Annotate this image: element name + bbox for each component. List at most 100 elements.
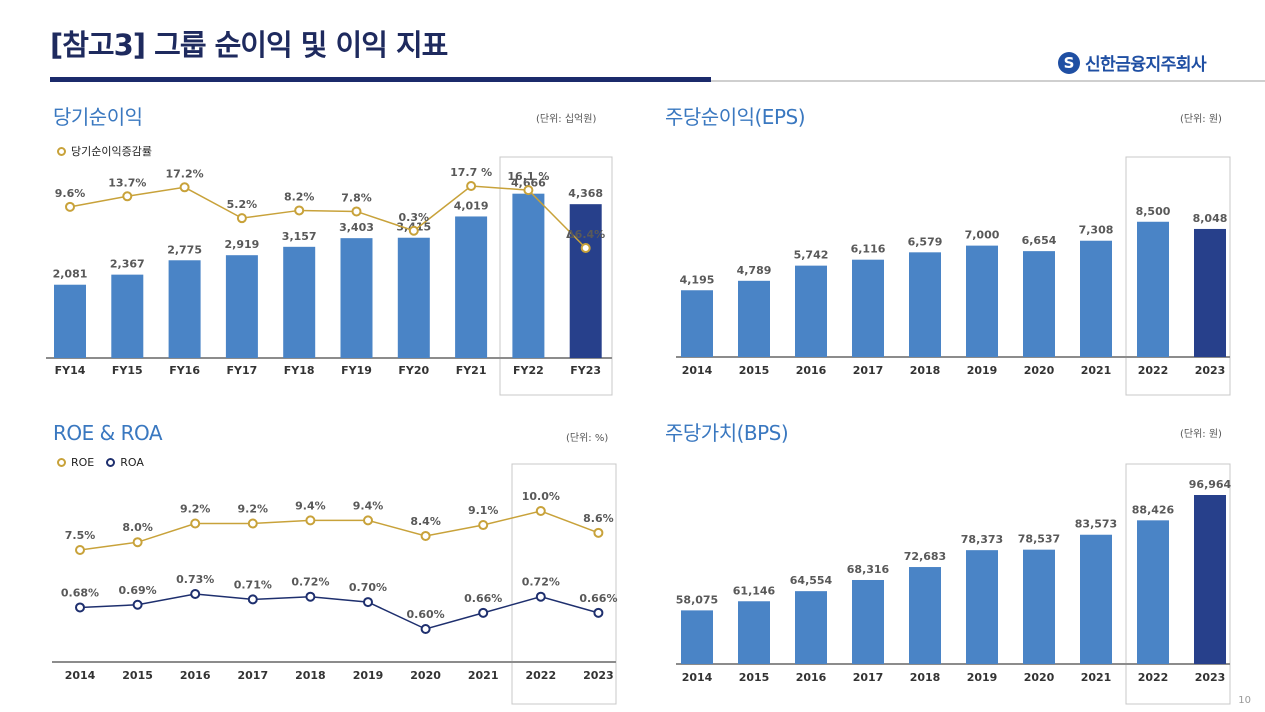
bar-value-label: 4,195 <box>680 273 715 286</box>
roe-value-label: 9.2% <box>238 502 269 515</box>
x-tick-label: 2023 <box>1195 671 1226 684</box>
highlight-box <box>1125 156 1231 396</box>
x-tick-label: 2023 <box>1195 364 1226 377</box>
bar-value-label: 3,403 <box>339 221 374 234</box>
bar <box>54 284 86 358</box>
x-tick-label: 2016 <box>796 364 827 377</box>
x-tick-label: 2016 <box>180 669 211 682</box>
legend-label-growth: 당기순이익증감률 <box>71 145 152 158</box>
bar-value-label: 3,157 <box>282 230 317 243</box>
x-tick-label: 2015 <box>122 669 153 682</box>
roa-point <box>305 591 316 602</box>
legend-marker-icon <box>57 458 66 467</box>
bar-value-label: 8,500 <box>1136 205 1171 218</box>
growth-point <box>236 213 247 224</box>
bar <box>738 601 770 664</box>
x-tick-label: 2019 <box>353 669 384 682</box>
growth-value-label: 16.1 % <box>507 170 549 183</box>
x-tick-label: 2017 <box>853 364 884 377</box>
bar-value-label: 6,654 <box>1022 234 1057 247</box>
legend-label-roe: ROE <box>71 456 95 469</box>
legend-marker-icon <box>57 146 66 156</box>
roa-value-label: 0.68% <box>61 586 99 599</box>
growth-value-label: 8.2% <box>284 190 315 203</box>
bar-value-label: 83,573 <box>1075 518 1117 531</box>
bar <box>225 255 258 358</box>
bar-value-label: 58,075 <box>676 593 718 606</box>
shinhan-logo-icon: S <box>1058 51 1080 74</box>
roe-value-label: 9.4% <box>295 499 326 512</box>
x-tick-label: FY19 <box>341 364 372 377</box>
x-tick-label: FY14 <box>55 364 86 377</box>
bar-value-label: 7,308 <box>1079 224 1114 237</box>
roe-value-label: 7.5% <box>65 529 96 542</box>
bar <box>966 245 998 357</box>
legend-marker-icon <box>106 458 116 467</box>
x-tick-label: 2017 <box>853 671 884 684</box>
roe-roa-unit: (단위: %) <box>566 433 609 444</box>
x-tick-label: 2015 <box>739 671 770 684</box>
bps-unit: (단위: 원) <box>1180 429 1222 440</box>
x-tick-label: 2020 <box>1024 671 1055 684</box>
bar <box>455 216 488 358</box>
growth-point <box>580 243 591 253</box>
x-tick-label: FY15 <box>112 364 143 377</box>
roa-point <box>478 607 489 618</box>
x-tick-label: 2022 <box>1138 364 1169 377</box>
roa-value-label: 0.69% <box>119 584 157 597</box>
header-accent-bar <box>50 77 711 82</box>
bar <box>512 193 545 358</box>
x-tick-label: 2017 <box>237 669 268 682</box>
x-tick-label: 2020 <box>1024 364 1055 377</box>
growth-point <box>294 205 305 216</box>
growth-value-label: 9.6% <box>55 187 86 200</box>
x-tick-label: 2015 <box>739 364 770 377</box>
bar-value-label: 72,683 <box>904 550 946 563</box>
bar <box>795 265 827 357</box>
x-tick-label: 2021 <box>468 669 499 682</box>
roe-value-label: 8.4% <box>410 515 441 528</box>
bar <box>681 610 713 664</box>
bar-value-label: 2,081 <box>53 268 88 281</box>
bar <box>397 237 430 358</box>
bar <box>738 280 770 357</box>
roa-value-label: 0.70% <box>349 581 387 594</box>
roe-roa-legend: ROE ROA <box>57 456 156 469</box>
eps-unit: (단위: 원) <box>1180 114 1222 125</box>
roa-value-label: 0.73% <box>176 573 214 586</box>
bar-value-label: 5,742 <box>794 249 829 262</box>
bar-value-label: 61,146 <box>733 584 776 597</box>
legend-label-roa: ROA <box>120 456 144 469</box>
net-income-title: 당기순이익 <box>53 105 143 129</box>
growth-point <box>65 201 75 212</box>
bar-value-label: 4,789 <box>737 264 772 277</box>
growth-point <box>408 225 419 236</box>
x-tick-label: FY22 <box>513 364 544 377</box>
bar <box>1194 228 1226 357</box>
bar <box>795 591 827 664</box>
bar <box>909 567 941 664</box>
growth-point <box>466 181 477 191</box>
bar <box>1080 534 1112 664</box>
bar-value-label: 6,116 <box>851 243 886 256</box>
roa-point <box>420 624 431 634</box>
growth-value-label: 17.7 % <box>450 166 492 179</box>
x-tick-label: 2018 <box>910 364 941 377</box>
roe-value-label: 10.0% <box>522 490 560 503</box>
roe-value-label: 8.0% <box>122 521 153 534</box>
net-income-unit: (단위: 십억원) <box>536 114 597 125</box>
bar <box>340 238 373 358</box>
bar-value-label: 2,919 <box>225 238 260 251</box>
growth-point <box>179 182 190 193</box>
x-tick-label: 2014 <box>65 669 96 682</box>
roa-point <box>535 591 546 602</box>
bar <box>1080 240 1112 357</box>
growth-value-label: 17.2% <box>166 167 204 180</box>
x-tick-label: 2018 <box>295 669 326 682</box>
x-tick-label: 2018 <box>910 671 941 684</box>
bar-value-label: 4,666 <box>511 177 546 190</box>
bar <box>1137 520 1169 664</box>
growth-line <box>69 185 587 249</box>
x-tick-label: 2022 <box>525 669 556 682</box>
